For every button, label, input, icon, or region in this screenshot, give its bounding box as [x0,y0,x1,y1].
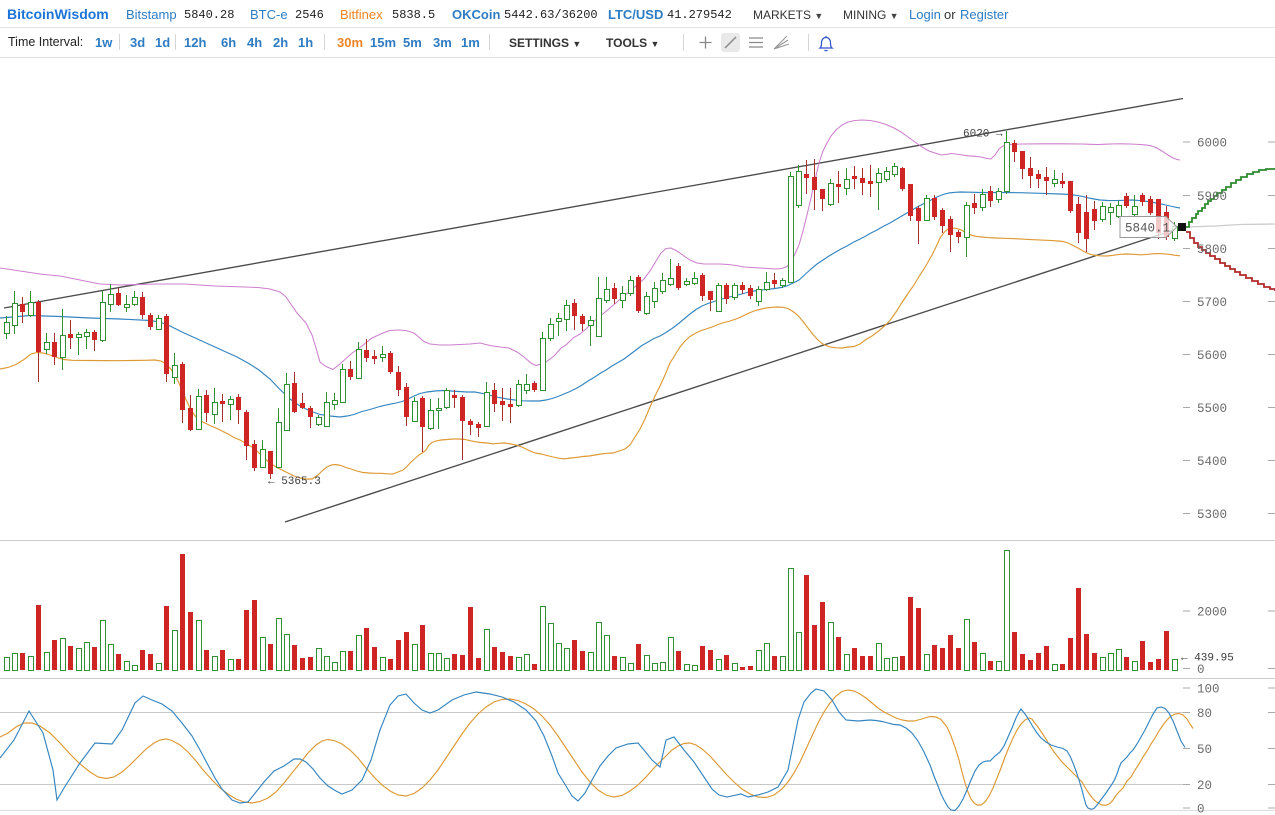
svg-text:0: 0 [1197,663,1205,677]
svg-text:20: 20 [1197,779,1212,793]
svg-text:← 439.95: ← 439.95 [1181,653,1234,665]
svg-text:100: 100 [1197,683,1220,697]
svg-text:5500: 5500 [1197,402,1227,416]
svg-text:80: 80 [1197,707,1212,721]
svg-text:5600: 5600 [1197,349,1227,363]
svg-text:5300: 5300 [1197,508,1227,522]
svg-text:6020 →: 6020 → [963,129,1003,141]
svg-text:2000: 2000 [1197,606,1227,620]
svg-text:6000: 6000 [1197,137,1227,151]
svg-text:5400: 5400 [1197,455,1227,469]
svg-text:← 5365.3: ← 5365.3 [268,476,321,488]
svg-text:5700: 5700 [1197,296,1227,310]
svg-text:5840.1: 5840.1 [1125,222,1170,236]
svg-text:5900: 5900 [1197,190,1227,204]
svg-text:5800: 5800 [1197,243,1227,257]
svg-text:0: 0 [1197,803,1205,815]
svg-text:50: 50 [1197,743,1212,757]
